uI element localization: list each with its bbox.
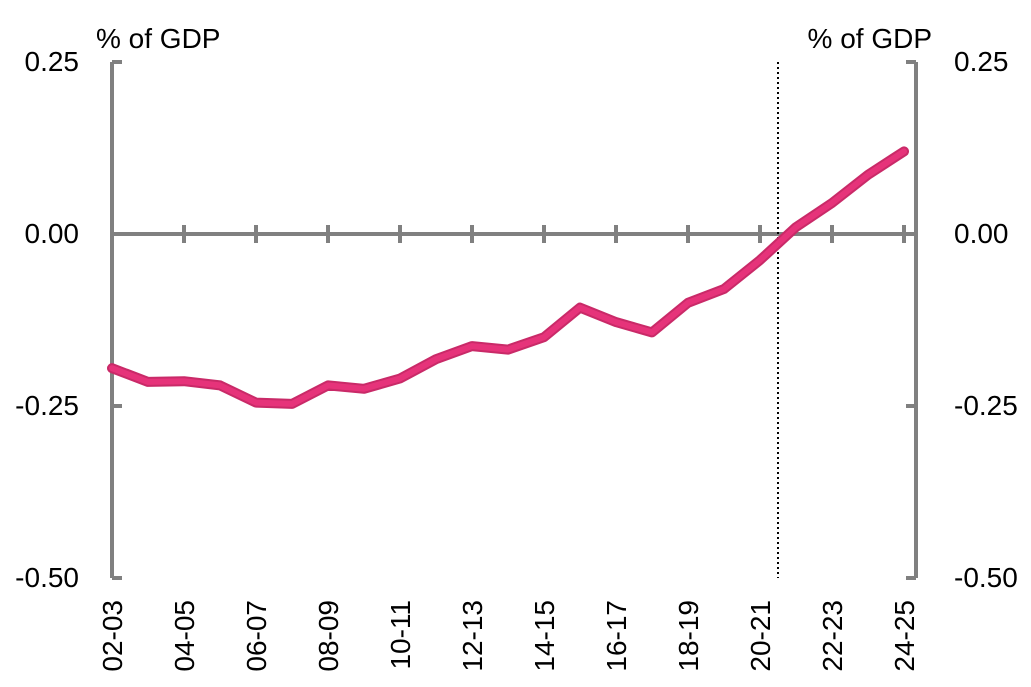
- left-y-tick-label: 0.00: [25, 218, 80, 249]
- series-point: [289, 401, 295, 407]
- tick-labels: 0.25 0.25 0.00 0.00 -0.25 -0.25 -0.50 -0.50 02-0…: [15, 46, 1018, 672]
- series-point: [829, 200, 835, 206]
- series-line: [109, 148, 907, 407]
- series-point: [613, 319, 619, 325]
- x-tick-label: 24-25: [889, 600, 920, 672]
- x-tick-label: 12-13: [457, 600, 488, 672]
- series-point: [577, 305, 583, 311]
- right-y-tick-label: -0.50: [954, 562, 1018, 593]
- x-tick-label: 10-11: [385, 600, 416, 670]
- series-point: [145, 379, 151, 385]
- series-point: [109, 365, 115, 371]
- x-tick-label: 08-09: [313, 600, 344, 672]
- series-point: [685, 300, 691, 306]
- series-point: [433, 356, 439, 362]
- left-y-tick-label: -0.25: [15, 390, 79, 421]
- right-y-tick-label: 0.25: [954, 46, 1009, 77]
- series-point: [217, 382, 223, 388]
- series-point: [721, 286, 727, 292]
- series-point: [865, 172, 871, 178]
- series-point: [253, 400, 259, 406]
- axes: [110, 60, 918, 580]
- left-y-tick-label: 0.25: [25, 46, 80, 77]
- series-line-outline: [107, 146, 909, 409]
- series-point: [901, 148, 907, 154]
- left-y-tick-label: -0.50: [15, 562, 79, 593]
- series-point: [181, 378, 187, 384]
- series-point: [505, 347, 511, 353]
- right-y-tick-label: -0.25: [954, 390, 1018, 421]
- series-point: [361, 386, 367, 392]
- right-y-tick-label: 0.00: [954, 218, 1009, 249]
- x-tick-label: 02-03: [97, 600, 128, 672]
- x-tick-label: 14-15: [529, 600, 560, 672]
- right-unit-label: % of GDP: [808, 23, 932, 54]
- x-tick-label: 16-17: [601, 600, 632, 672]
- x-tick-label: 20-21: [745, 600, 776, 672]
- x-tick-label: 18-19: [673, 600, 704, 672]
- series-point: [325, 382, 331, 388]
- series-layer: [107, 146, 909, 409]
- series-point: [469, 343, 475, 349]
- left-unit-label: % of GDP: [96, 23, 220, 54]
- series-point: [649, 329, 655, 335]
- x-tick-label: 22-23: [817, 600, 848, 672]
- series-point: [397, 375, 403, 381]
- x-tick-label: 06-07: [241, 600, 272, 672]
- x-tick-label: 04-05: [169, 600, 200, 672]
- series-point: [757, 257, 763, 263]
- series-point: [541, 334, 547, 340]
- series-point: [793, 224, 799, 230]
